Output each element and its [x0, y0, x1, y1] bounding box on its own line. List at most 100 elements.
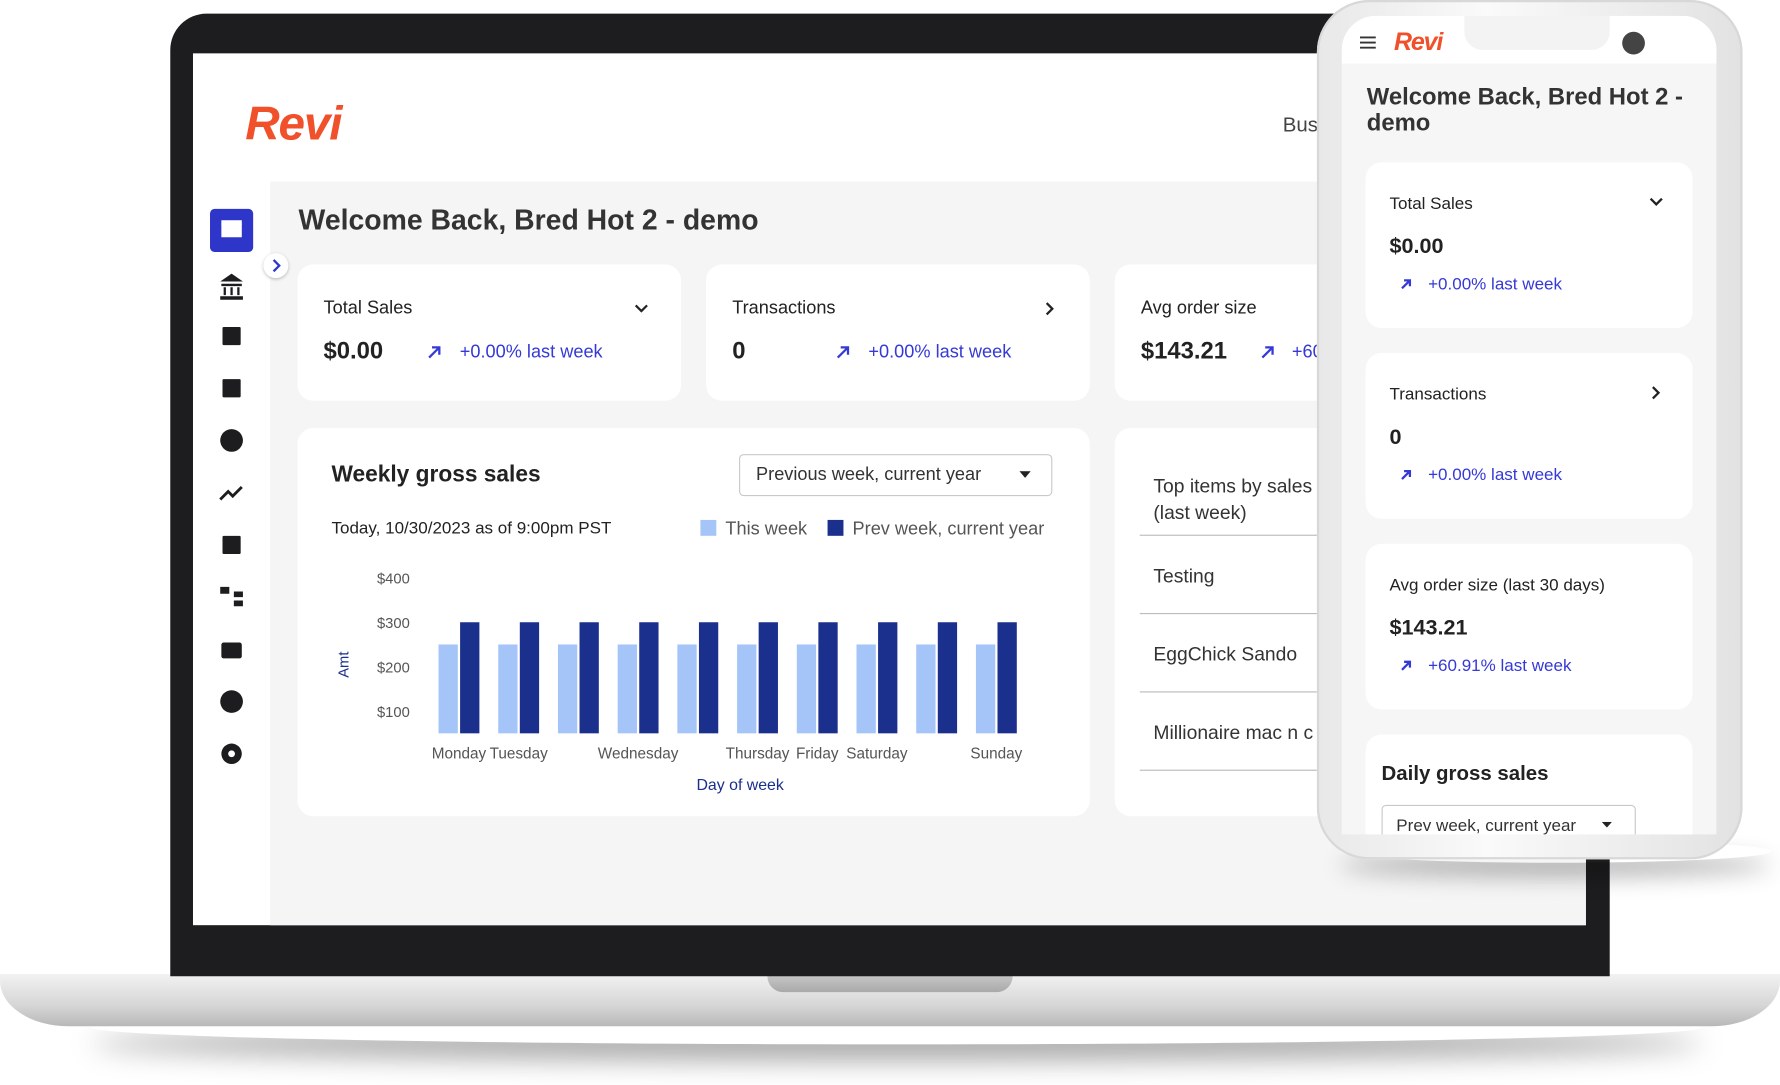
- bar: [796, 644, 817, 734]
- x-tick-label: Sunday: [970, 745, 1022, 762]
- phone-card: Total Sales $0.00 +0.00% last week: [1365, 162, 1693, 329]
- bar: [937, 622, 958, 734]
- arrow-icon: [1401, 469, 1412, 480]
- kpi-value: 0: [732, 338, 746, 365]
- chart-title: Weekly gross sales: [331, 462, 541, 488]
- arrow-path: [1401, 279, 1412, 290]
- kpi-value: $0.00: [323, 338, 384, 365]
- bar: [856, 644, 876, 734]
- arrow-path: [1401, 660, 1412, 671]
- legend-label: Prev week, current year: [853, 519, 1045, 539]
- chevron-icon: [634, 304, 648, 313]
- bar: [579, 622, 599, 734]
- x-tick-label: Saturday: [846, 745, 908, 762]
- list-icon[interactable]: [222, 326, 241, 346]
- gift-icon[interactable]: [221, 642, 242, 659]
- legend-label: This week: [725, 519, 808, 539]
- dropdown-text: Previous week, current year: [756, 465, 982, 485]
- x-tick-label: Tuesday: [490, 745, 549, 762]
- chart-dropdown[interactable]: Previous week, current year: [739, 454, 1053, 497]
- phone-logo: Revi: [1394, 27, 1443, 56]
- kpi-card: Transactions 0 +0.00% last week: [706, 264, 1090, 401]
- phone-card-change: +0.00% last week: [1428, 465, 1563, 485]
- y-tick-label: $100: [377, 705, 410, 721]
- chevron-icon: [1652, 386, 1661, 400]
- help-icon[interactable]: [220, 690, 243, 713]
- chart-subtitle: Today, 10/30/2023 as of 9:00pm PST: [331, 518, 612, 539]
- bar: [758, 622, 778, 734]
- x-tick-label: Monday: [432, 745, 487, 762]
- phone-card-change: +60.91% last week: [1428, 656, 1572, 676]
- phone-card-title: Transactions: [1389, 384, 1487, 405]
- top-item: EggChick Sando: [1153, 643, 1298, 666]
- phone-welcome: Welcome Back, Bred Hot 2 - demo: [1366, 84, 1683, 137]
- verified-icon[interactable]: [220, 429, 243, 452]
- arrow-path: [836, 346, 850, 359]
- bank-icon[interactable]: [220, 273, 243, 300]
- chart: $100 $200 $300 $400 Amt Day of week This week P…: [337, 519, 1045, 794]
- bar: [519, 622, 540, 734]
- phone-dropdown-caret: [1601, 821, 1612, 828]
- x-axis-label: Day of week: [696, 777, 783, 794]
- bar: [639, 622, 659, 734]
- chevron-path: [1652, 386, 1661, 400]
- laptop-notch: [767, 974, 1013, 993]
- chevron-icon: [272, 259, 281, 273]
- header-link: Bus: [1282, 113, 1319, 137]
- kpi-title: Transactions: [732, 298, 836, 318]
- tree-icon[interactable]: [220, 586, 243, 607]
- dropdown-caret: [1019, 471, 1031, 478]
- phone-card: Transactions 0 +0.00% last week: [1365, 353, 1693, 519]
- checklist-icon[interactable]: [222, 535, 241, 554]
- chevron-path: [1045, 302, 1054, 316]
- x-tick-label: Friday: [796, 745, 839, 762]
- phone-dropdown-text: Prev week, current year: [1396, 816, 1577, 835]
- expand-button[interactable]: [263, 253, 289, 279]
- kpi-title: Avg order size: [1140, 298, 1257, 318]
- phone-section-title: Daily gross sales: [1381, 761, 1549, 785]
- arrow-icon: [428, 346, 441, 359]
- bar: [997, 622, 1017, 734]
- phone-card-title: Avg order size (last 30 days): [1389, 575, 1605, 595]
- logo: Revi: [245, 96, 342, 150]
- top-item: Testing: [1153, 565, 1215, 587]
- top-items-title: Top items by sales (last week): [1153, 475, 1313, 524]
- x-tick-label: Wednesday: [598, 745, 679, 762]
- bar: [818, 622, 838, 734]
- legend-swatch: [827, 519, 844, 536]
- phone-dropdown[interactable]: Prev week, current year: [1381, 804, 1636, 835]
- bar: [975, 644, 996, 734]
- settings-icon-hole: [228, 750, 235, 758]
- kpi-change: +0.00% last week: [459, 342, 603, 363]
- y-tick-label: $300: [377, 616, 410, 632]
- phone-screen: Revi Welcome Back, Bred Hot 2 - demo Tot…: [1341, 15, 1717, 835]
- phone-notch: [1464, 15, 1610, 50]
- arrow-icon: [836, 346, 850, 359]
- y-tick-label: $400: [377, 571, 410, 587]
- bar: [438, 644, 458, 734]
- arrow-icon: [1401, 660, 1412, 671]
- bar: [460, 622, 480, 734]
- report-icon[interactable]: [222, 379, 241, 398]
- arrow-path: [1261, 346, 1274, 359]
- phone-card: Avg order size (last 30 days) $143.21 +60.…: [1365, 543, 1693, 710]
- chevron-icon: [1045, 302, 1054, 316]
- bar: [737, 644, 757, 734]
- legend-swatch: [700, 519, 717, 536]
- arrow-icon: [1261, 346, 1274, 359]
- y-tick-label: $200: [377, 660, 410, 676]
- trend-icon[interactable]: [219, 485, 243, 501]
- phone-card-value: 0: [1389, 425, 1402, 450]
- kpi-card: Total Sales $0.00 +0.00% last week: [297, 264, 682, 401]
- kpi-change: +0.00% last week: [868, 342, 1012, 363]
- store-icon[interactable]: [221, 223, 242, 238]
- phone-card-value: $0.00: [1389, 234, 1444, 259]
- bar: [916, 644, 936, 734]
- bar: [878, 622, 898, 734]
- bar: [677, 644, 697, 734]
- chart-card: Weekly gross sales Previous week, curren…: [297, 427, 1090, 817]
- menu-icon[interactable]: [1359, 36, 1376, 49]
- arrow-icon: [1401, 279, 1412, 290]
